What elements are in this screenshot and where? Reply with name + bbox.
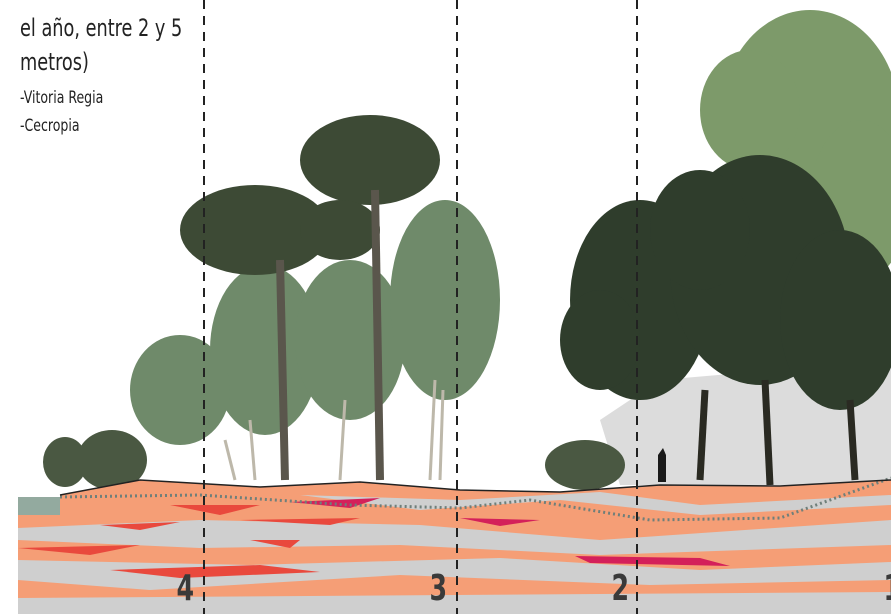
species: -Vitoria Regia — [20, 88, 103, 108]
note-line: el año, entre 2 y 5 — [20, 14, 182, 42]
drawing — [0, 0, 891, 614]
shrubs — [43, 430, 625, 490]
zone-number: 4 — [176, 568, 194, 609]
zone-number: 2 — [611, 568, 629, 609]
zone-number: 3 — [429, 568, 447, 609]
zone-number: 1 — [883, 568, 891, 609]
species: -Cecropia — [20, 116, 80, 136]
note-line: metros) — [20, 48, 89, 76]
water — [18, 497, 60, 515]
section-illustration: el año, entre 2 y 5 metros) -Vitoria Reg… — [0, 0, 891, 614]
